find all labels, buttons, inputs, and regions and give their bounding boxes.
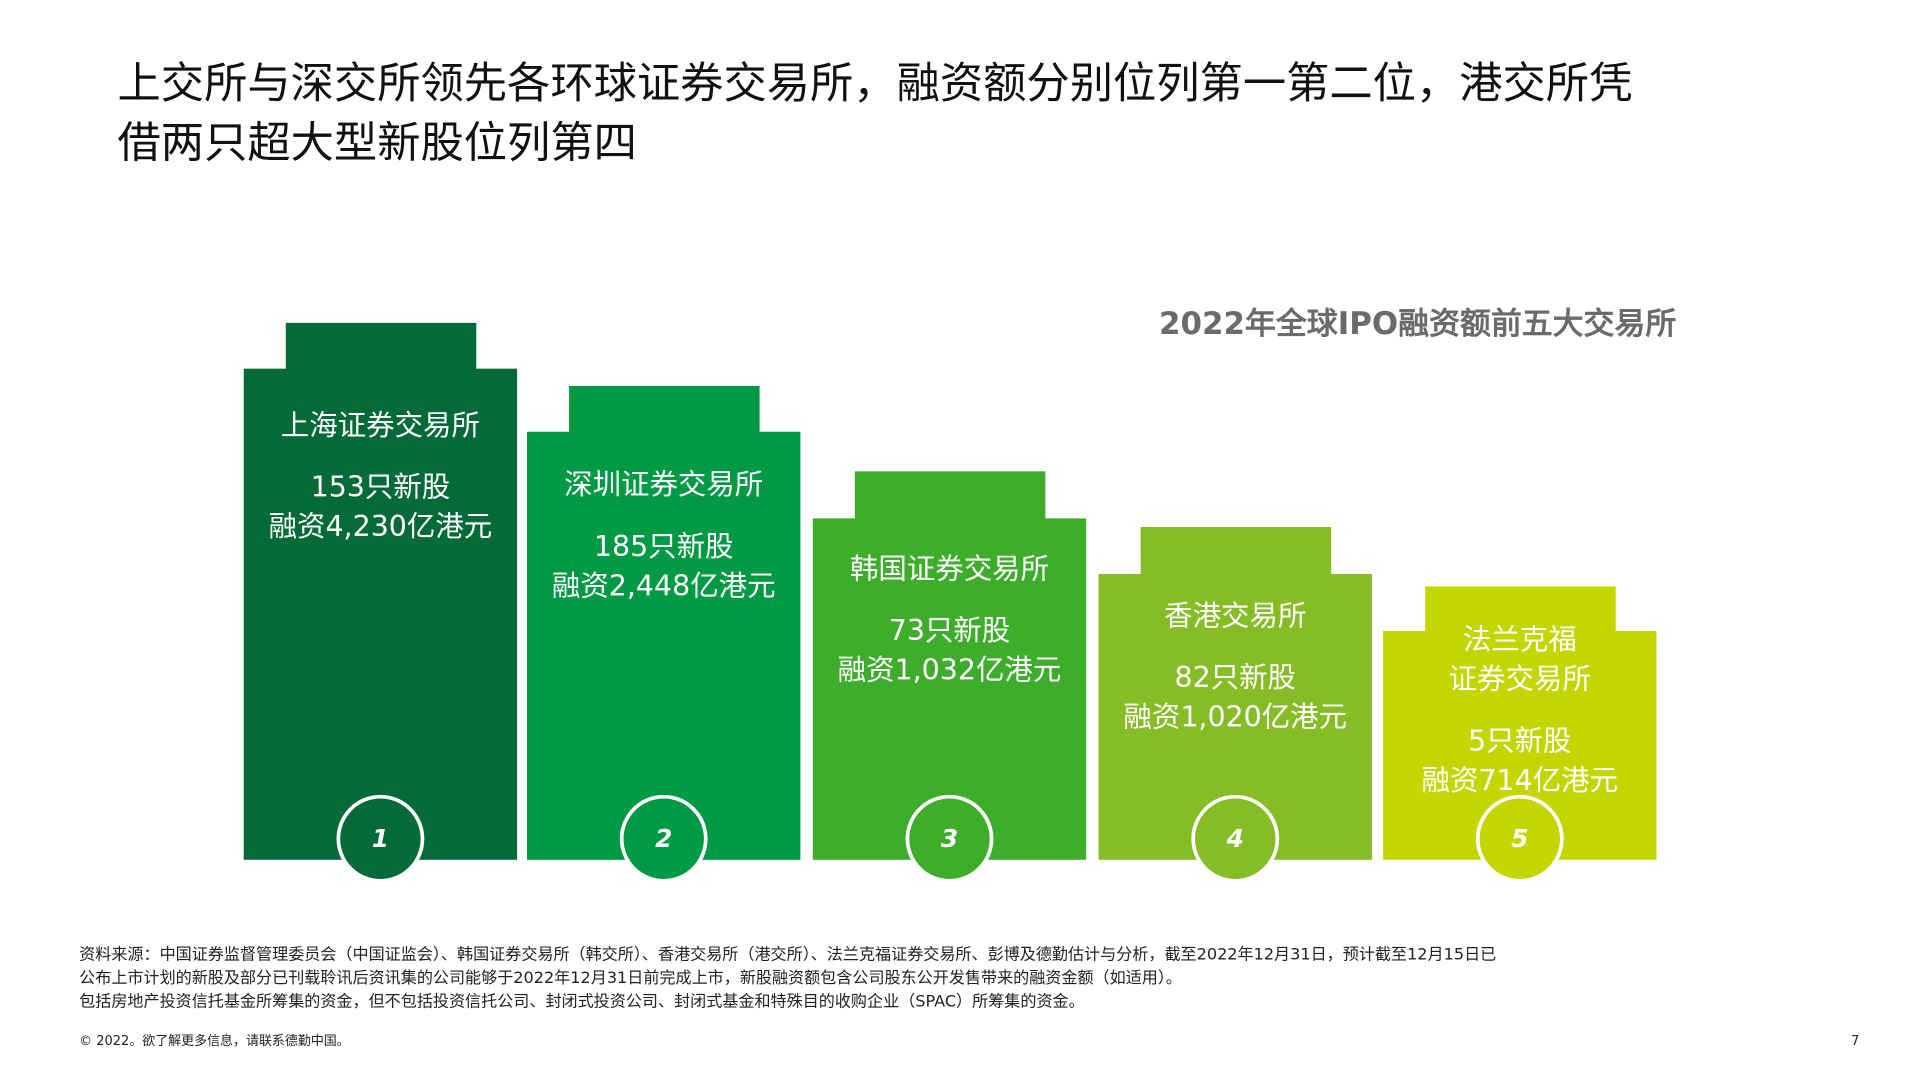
- rank-number: 5: [1511, 824, 1528, 853]
- rank-circle: [1475, 794, 1564, 883]
- rank-circle: [619, 794, 708, 883]
- rank-number: 3: [941, 824, 958, 853]
- rank-circle: [336, 794, 425, 883]
- source-note: 资料来源：中国证券监督管理委员会（中国证监会）、韩国证券交易所（韩交所）、香港交…: [79, 945, 1496, 964]
- funds-raised: 融资714亿港元: [1422, 764, 1618, 797]
- funds-raised: 融资2,448亿港元: [552, 570, 776, 603]
- block-tab: [854, 471, 1046, 520]
- rank-number: 2: [655, 824, 672, 853]
- block-tab: [1425, 586, 1616, 633]
- block-tab: [569, 385, 760, 433]
- source-note: 包括房地产投资信托基金所筹集的资金，但不包括投资信托公司、封闭式投资公司、封闭式…: [79, 992, 1085, 1011]
- slide-title: 借两只超大型新股位列第四: [118, 118, 637, 168]
- funds-raised: 融资4,230亿港元: [269, 510, 493, 543]
- funds-raised: 融资1,032亿港元: [838, 654, 1062, 687]
- rank-number: 4: [1226, 824, 1244, 853]
- page-number: 7: [1851, 1034, 1859, 1049]
- ipo-count: 185只新股: [594, 530, 734, 563]
- exchange-name: 上海证券交易所: [281, 409, 480, 442]
- exchange-name: 香港交易所: [1164, 599, 1306, 632]
- copyright: © 2022。欲了解更多信息，请联系德勤中国。: [79, 1033, 350, 1049]
- block: [527, 431, 801, 860]
- block: [243, 368, 518, 860]
- slide-title: 上交所与深交所领先各环球证券交易所，融资额分别位列第一第二位，港交所凭: [118, 59, 1633, 109]
- source-note: 公布上市计划的新股及部分已刊载聆讯后资讯集的公司能够于2022年12月31日前完…: [79, 968, 1182, 987]
- ipo-count: 73只新股: [889, 614, 1011, 647]
- funds-raised: 融资1,020亿港元: [1123, 701, 1347, 734]
- rank-number: 1: [372, 824, 389, 853]
- exchange-name: 证券交易所: [1449, 662, 1591, 695]
- block-tab: [1140, 527, 1332, 576]
- block-tab: [285, 322, 477, 370]
- exchange-name: 韩国证券交易所: [850, 552, 1049, 585]
- ipo-count: 82只新股: [1175, 661, 1297, 694]
- rank-circle: [905, 794, 994, 883]
- rank-circle: [1191, 794, 1280, 883]
- chart-subtitle: 2022年全球IPO融资额前五大交易所: [1159, 306, 1676, 342]
- ipo-count: 5只新股: [1468, 724, 1571, 757]
- exchange-name: 深圳证券交易所: [564, 468, 763, 501]
- ipo-count: 153只新股: [311, 471, 451, 504]
- exchange-name: 法兰克福: [1463, 623, 1577, 656]
